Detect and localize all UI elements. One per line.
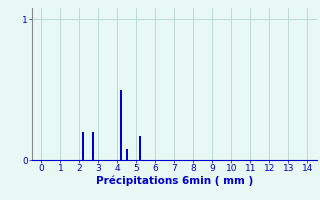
- Bar: [139, 136, 141, 160]
- Bar: [120, 90, 122, 160]
- Bar: [82, 132, 84, 160]
- Bar: [126, 149, 128, 160]
- X-axis label: Précipitations 6min ( mm ): Précipitations 6min ( mm ): [96, 176, 253, 186]
- Bar: [92, 132, 94, 160]
